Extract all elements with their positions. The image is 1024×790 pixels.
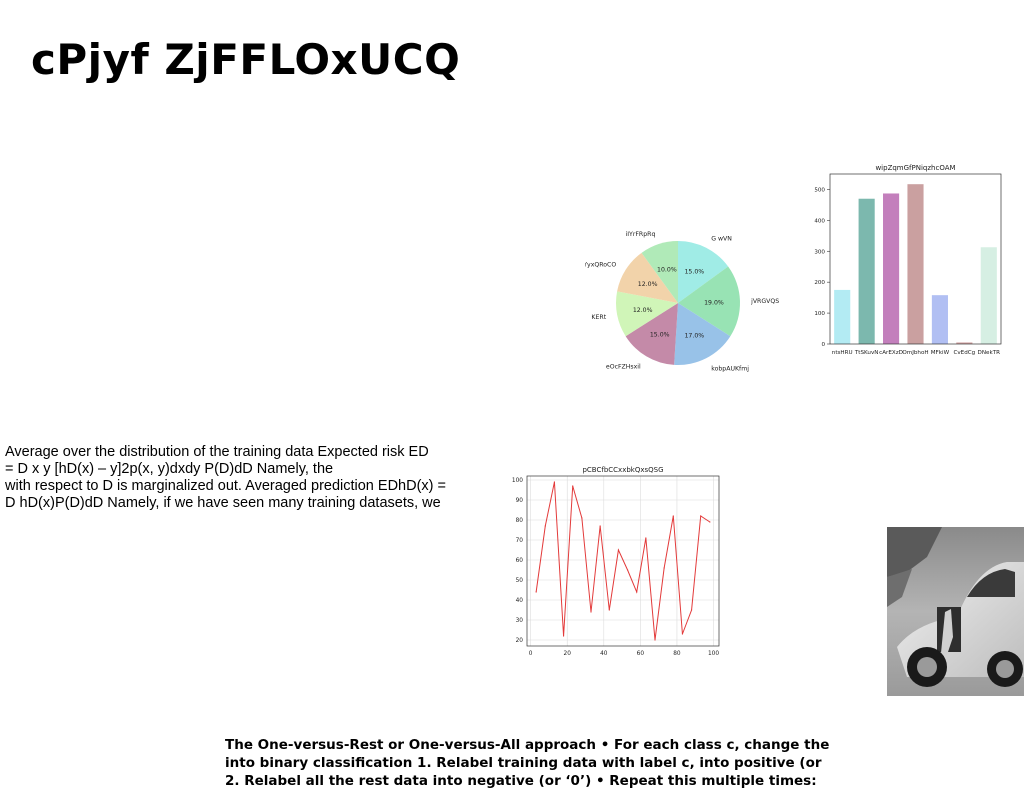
line-x-tick-label: 100 xyxy=(708,651,719,657)
line-point xyxy=(645,537,647,539)
line-point xyxy=(709,521,711,523)
bottom-line: into binary classification 1. Relabel tr… xyxy=(225,755,822,771)
line-point xyxy=(562,635,565,637)
bar xyxy=(907,184,924,344)
pie-category-label: G wVN xyxy=(711,235,732,242)
line-point xyxy=(553,481,556,483)
line-chart: pCBCfbCCxxbkQxsQSG 0 20 40 60 80 100 20 30 40 50 60… xyxy=(512,466,720,657)
line-plot-frame xyxy=(526,475,720,647)
pie-category-label: eOcFZHsxil xyxy=(606,363,641,370)
bar-x-tick-label: cArEXzD xyxy=(879,350,903,356)
pie-category-label: kobpAUKfmj xyxy=(711,366,749,373)
line-x-tick-label: 20 xyxy=(564,651,572,657)
bar-y-tick-label: 400 xyxy=(814,218,825,224)
bar xyxy=(956,342,973,344)
car-photo xyxy=(887,527,1024,696)
line-chart-title: pCBCfbCCxxbkQxsQSG xyxy=(582,466,663,474)
bar-x-tick-label: MFkiW xyxy=(931,350,950,356)
pie-category-label: KERt xyxy=(591,314,606,321)
line-x-tick-label: 40 xyxy=(600,651,608,657)
line-point xyxy=(700,515,702,517)
line-point xyxy=(654,639,656,641)
bar xyxy=(980,247,997,344)
line-y-tick-label: 20 xyxy=(516,638,524,644)
bar-y-tick-label: 300 xyxy=(814,249,825,255)
bottom-line: The One-versus-Rest or One-versus-All ap… xyxy=(225,737,830,753)
pie-slice xyxy=(617,252,678,303)
line-point xyxy=(572,485,574,487)
bar-y-tick-label: 200 xyxy=(814,280,825,286)
bar xyxy=(834,289,851,344)
line-x-tick-label: 80 xyxy=(673,651,681,657)
line-y-tick-label: 100 xyxy=(512,478,523,484)
paragraph-line: D hD(x)P(D)dD Namely, if we have seen ma… xyxy=(5,495,441,511)
pie-value-label: 10.0% xyxy=(657,266,677,273)
line-y-tick-label: 40 xyxy=(516,598,524,604)
line-y-tick-label: 80 xyxy=(516,518,524,524)
bar-chart-title: wipZqmGfPNiqzhcOAM xyxy=(875,164,955,172)
line-point xyxy=(608,609,610,611)
pie-slice xyxy=(625,303,678,365)
line-point xyxy=(690,609,693,611)
paragraph-line: with respect to D is marginalized out. A… xyxy=(5,478,446,494)
line-point xyxy=(535,591,537,593)
pie-category-label: YyxQRoCO xyxy=(585,261,616,268)
paragraph-line: = D x y [hD(x) – y]2p(x, y)dxdy P(D)dD N… xyxy=(5,461,334,477)
bar-x-tick-label: CvEdCg xyxy=(953,350,975,356)
pie-category-label: iIYrFRpRq xyxy=(626,231,656,238)
pie-slice xyxy=(678,241,729,303)
line-y-tick-label: 50 xyxy=(516,578,524,584)
bar-y-tick-label: 0 xyxy=(821,342,825,348)
line-y-tick-label: 30 xyxy=(516,618,524,624)
pie-value-label: 12.0% xyxy=(633,307,653,314)
line-point xyxy=(681,633,684,635)
line-point xyxy=(636,591,638,593)
pie-slice xyxy=(678,266,740,337)
line-point xyxy=(544,525,546,527)
line-point xyxy=(626,569,629,571)
line-point xyxy=(663,567,665,569)
bar-x-tick-label: DNekTR xyxy=(978,350,1001,356)
pie-slice xyxy=(674,303,731,365)
line-series xyxy=(535,481,711,641)
pie-chart: 15.0% G wVN 19.0% jVRGVQS 17.0% kobpAUKfmj 15.… xyxy=(585,231,779,373)
pie-slice xyxy=(641,241,678,303)
line-x-tick-label: 60 xyxy=(637,651,645,657)
pie-category-label: jVRGVQS xyxy=(750,298,779,305)
bar-plot-frame xyxy=(829,173,1002,345)
bar xyxy=(931,295,948,344)
pie-slice xyxy=(616,291,678,337)
line-x-tick-label: 0 xyxy=(529,651,533,657)
bar-x-tick-label: OmJbhoH xyxy=(902,350,928,356)
bar-chart: wipZqmGfPNiqzhcOAM ntsHRU TtSKuvN cArEXzD Om… xyxy=(814,164,1002,356)
pie-value-label: 19.0% xyxy=(704,299,724,306)
line-point xyxy=(581,517,583,519)
line-point xyxy=(617,549,620,551)
pie-value-label: 15.0% xyxy=(650,331,670,338)
line-y-tick-label: 60 xyxy=(516,558,524,564)
bar-y-tick-label: 500 xyxy=(814,187,825,193)
line-point xyxy=(599,525,601,527)
line-y-tick-label: 70 xyxy=(516,538,524,544)
bar xyxy=(858,198,875,344)
bar-y-tick-label: 100 xyxy=(814,311,825,317)
line-y-tick-label: 90 xyxy=(516,498,524,504)
body-paragraph: Average over the distribution of the tra… xyxy=(5,444,500,512)
line-point xyxy=(590,611,592,613)
pie-value-label: 12.0% xyxy=(638,281,658,288)
bar-x-tick-label: TtSKuvN xyxy=(854,350,879,356)
pie-value-label: 15.0% xyxy=(684,268,704,275)
bar-x-tick-label: ntsHRU xyxy=(832,350,853,356)
bar xyxy=(883,193,900,344)
paragraph-line: Average over the distribution of the tra… xyxy=(5,444,429,460)
line-point xyxy=(672,515,674,517)
bottom-text: The One-versus-Rest or One-versus-All ap… xyxy=(225,736,885,790)
bottom-line: 2. Relabel all the rest data into negati… xyxy=(225,773,817,789)
slide-title: cPjyf ZjFFLOxUCQ xyxy=(31,35,461,84)
pie-value-label: 17.0% xyxy=(684,333,704,340)
